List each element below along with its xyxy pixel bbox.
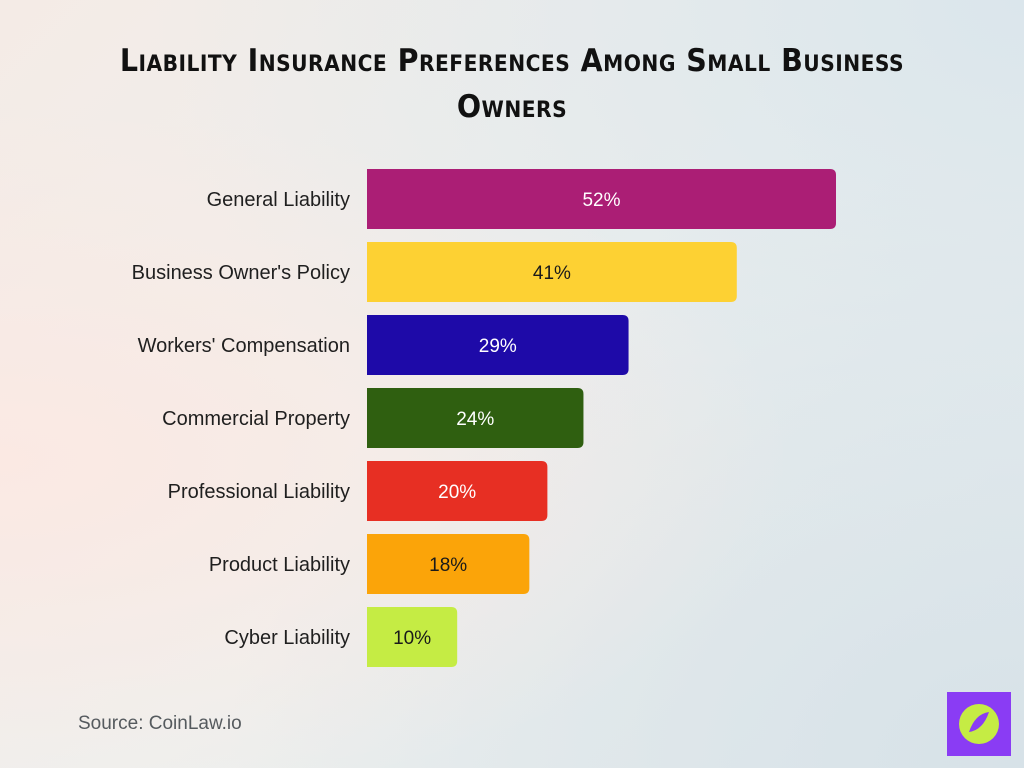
category-label: Commercial Property [162, 408, 350, 430]
category-label: Cyber Liability [224, 627, 350, 649]
value-label: 20% [438, 482, 476, 503]
value-label: 52% [582, 190, 620, 211]
compass-icon [959, 704, 999, 744]
value-label: 41% [533, 263, 571, 284]
category-label: Business Owner's Policy [132, 262, 350, 284]
bar-cyber-liability [367, 607, 458, 667]
value-label: 18% [429, 555, 467, 576]
value-label: 10% [393, 628, 431, 649]
value-label: 29% [479, 336, 517, 357]
source-note: Source: CoinLaw.io [78, 713, 242, 734]
category-label: Workers' Compensation [138, 335, 350, 357]
chart-title: Liability Insurance Preferences Among Sm… [119, 43, 905, 125]
bars-layer: General Liability 52% Business Owner's Pol… [132, 169, 836, 667]
bar-professional-liability [367, 461, 548, 521]
bar-product-liability [367, 534, 530, 594]
category-label: Professional Liability [168, 481, 350, 503]
value-label: 24% [456, 409, 494, 430]
bar-business-owner-s-policy [367, 242, 737, 302]
category-label: General Liability [207, 189, 350, 211]
bar-workers-compensation [367, 315, 629, 375]
bar-commercial-property [367, 388, 584, 448]
bar-general-liability [367, 169, 836, 229]
category-label: Product Liability [209, 554, 350, 576]
brand-logo [947, 692, 1011, 756]
